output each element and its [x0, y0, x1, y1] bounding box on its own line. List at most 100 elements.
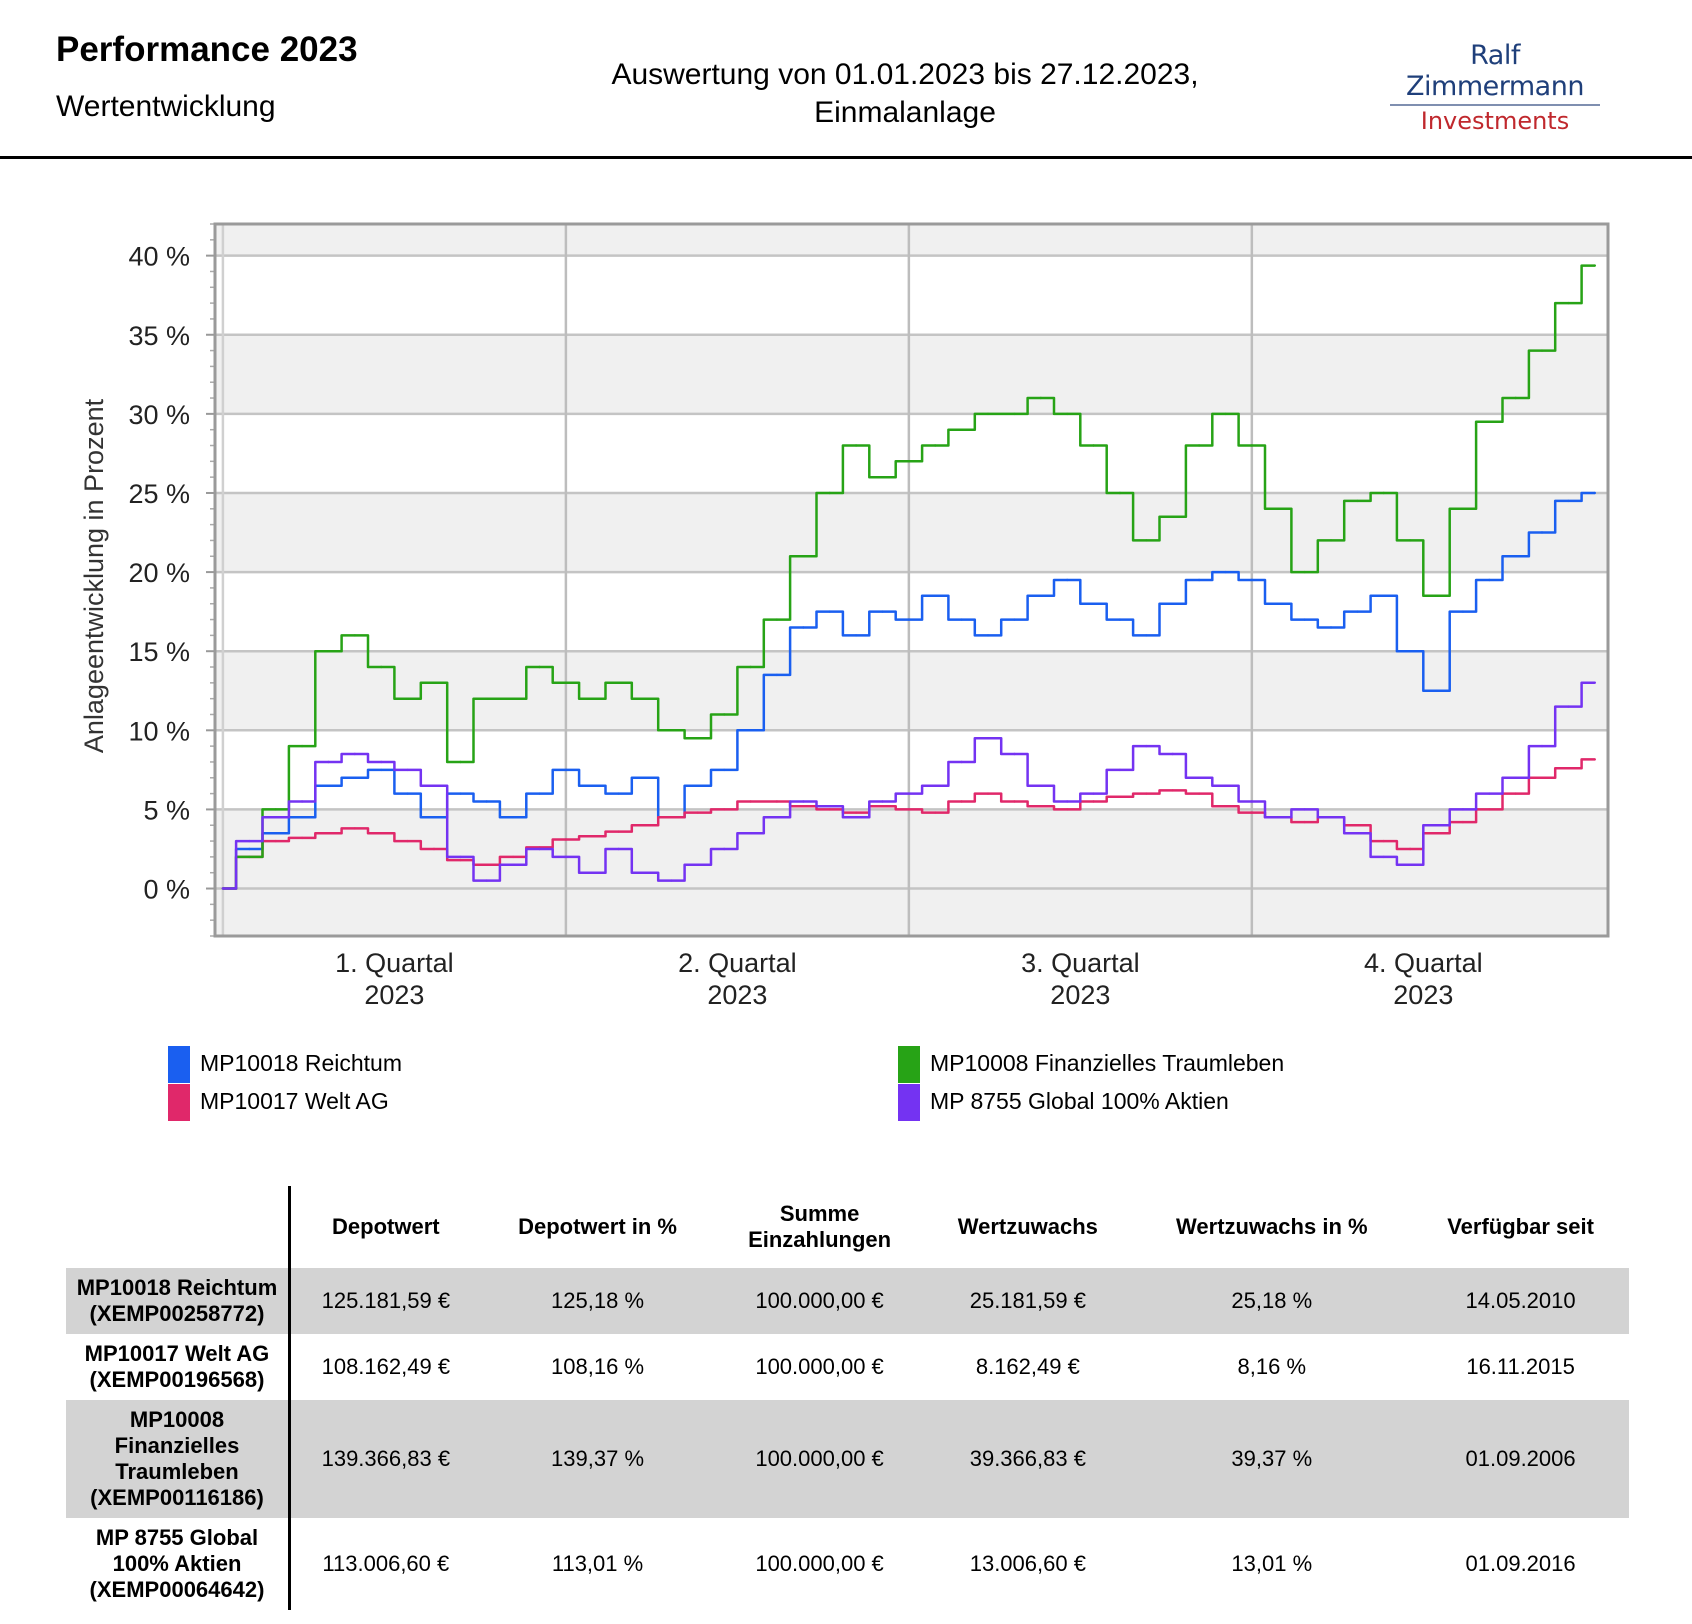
x-tick-label: 3. Quartal	[1021, 948, 1140, 978]
data-point	[907, 618, 911, 621]
data-point	[828, 491, 831, 495]
data-point	[1356, 832, 1359, 835]
data-point	[1303, 618, 1306, 621]
x-tick-label: 1. Quartal	[335, 948, 454, 978]
data-point	[538, 792, 541, 795]
data-point	[1593, 264, 1597, 267]
data-point	[1066, 412, 1069, 416]
data-point	[1435, 689, 1438, 692]
wertzuwachs-cell: 39.366,83 €	[924, 1400, 1131, 1518]
page-subtitle: Wertentwicklung	[56, 90, 276, 123]
wertzuwachs-cell: 25.181,59 €	[924, 1268, 1131, 1334]
table-row: MP10018 Reichtum (XEMP00258772) 125.181,59…	[66, 1268, 1629, 1334]
data-point	[934, 811, 937, 814]
data-point	[459, 855, 462, 859]
data-point	[986, 737, 990, 740]
data-point	[1145, 539, 1148, 542]
data-point	[670, 816, 673, 819]
y-tick-label: 25 %	[128, 479, 190, 509]
x-tick-label: 2. Quartal	[678, 948, 797, 978]
data-point	[1435, 824, 1438, 827]
data-point	[1382, 491, 1385, 495]
data-point	[380, 832, 383, 835]
einzahlungen-cell: 100.000,00 €	[755, 1354, 884, 1379]
data-point	[221, 887, 225, 890]
data-point	[1382, 855, 1385, 859]
data-point	[1329, 816, 1333, 819]
data-point	[1303, 808, 1306, 811]
data-point	[775, 618, 779, 621]
data-point	[459, 792, 462, 795]
data-point	[1356, 610, 1359, 613]
evaluation-range-line1: Auswertung von 01.01.2023 bis 27.12.2023…	[611, 58, 1199, 91]
data-point	[459, 760, 462, 764]
data-point	[1461, 820, 1465, 824]
data-point	[1488, 808, 1491, 811]
data-point	[696, 737, 699, 740]
y-tick-label: 35 %	[128, 321, 190, 351]
data-point	[854, 634, 858, 637]
data-point	[1118, 618, 1122, 621]
data-point	[564, 838, 568, 841]
einzahlungen-cell: 100.000,00 €	[714, 1268, 925, 1334]
data-point	[1540, 776, 1544, 779]
depotwert-pct-cell: 113,01 %	[551, 1551, 644, 1576]
wertzuwachs-pct-cell: 13,01 %	[1231, 1551, 1313, 1576]
data-point	[327, 650, 330, 653]
data-point	[591, 835, 594, 838]
wertzuwachs-pct-cell: 8,16 %	[1237, 1354, 1307, 1379]
data-point	[432, 847, 436, 851]
data-point	[828, 610, 831, 613]
header-divider	[0, 156, 1692, 159]
data-point	[1145, 792, 1148, 795]
row-name-cell: MP 8755 Global 100% Aktien (XEMP00064642)	[66, 1518, 291, 1610]
data-point	[643, 824, 647, 827]
data-point	[775, 816, 779, 819]
data-point	[749, 665, 752, 669]
data-point	[1356, 499, 1359, 503]
data-point	[353, 776, 356, 779]
data-point	[617, 830, 620, 833]
data-point	[1171, 789, 1174, 792]
data-point	[1488, 792, 1491, 795]
data-point	[1408, 539, 1412, 542]
table-row: MP 8755 Global 100% Aktien (XEMP00064642) 1…	[66, 1518, 1629, 1610]
data-point	[1567, 301, 1570, 305]
data-point	[564, 768, 568, 772]
data-point	[1197, 776, 1201, 779]
data-point	[485, 879, 488, 882]
data-point	[1250, 811, 1254, 814]
einzahlungen-cell: 100.000,00 €	[755, 1551, 884, 1576]
verfuegbar-seit-cell: 14.05.2010	[1412, 1268, 1629, 1334]
data-point	[828, 805, 831, 808]
x-tick-label-year: 2023	[1393, 980, 1453, 1010]
data-point	[1540, 349, 1544, 352]
y-axis-label: Anlageentwicklung in Prozent	[79, 398, 109, 753]
data-point	[1039, 805, 1043, 808]
data-point	[248, 839, 251, 843]
table-row: MP10017 Welt AG (XEMP00196568) 108.162,49 …	[66, 1334, 1629, 1400]
data-point	[1118, 768, 1122, 772]
data-point	[432, 816, 436, 819]
data-point	[1250, 800, 1254, 803]
data-point	[1540, 744, 1544, 748]
data-point	[591, 784, 594, 787]
wertzuwachs-pct-cell: 39,37 %	[1130, 1400, 1413, 1518]
y-tick-label: 0 %	[143, 875, 190, 905]
table-header-depotwert: Depotwert	[332, 1214, 440, 1239]
data-point	[1461, 808, 1465, 811]
performance-chart: 0 % 5 % 10 % 15 % 20 % 25 % 30 % 35 % 40 % Anlage…	[79, 222, 1610, 1010]
depotwert-cell: 139.366,83 €	[289, 1400, 481, 1518]
data-point	[986, 792, 990, 795]
data-point	[1013, 412, 1016, 416]
data-point	[802, 555, 805, 558]
results-table: Depotwert Depotwert in % Summe Einzahlung…	[66, 1186, 1630, 1610]
legend-label: MP10017 Welt AG	[200, 1088, 389, 1114]
data-point	[300, 816, 304, 819]
data-point	[1382, 594, 1385, 597]
data-point	[1039, 396, 1043, 400]
data-point	[1224, 412, 1227, 416]
data-point	[696, 784, 699, 787]
data-point	[1514, 396, 1517, 400]
data-point	[749, 800, 752, 803]
